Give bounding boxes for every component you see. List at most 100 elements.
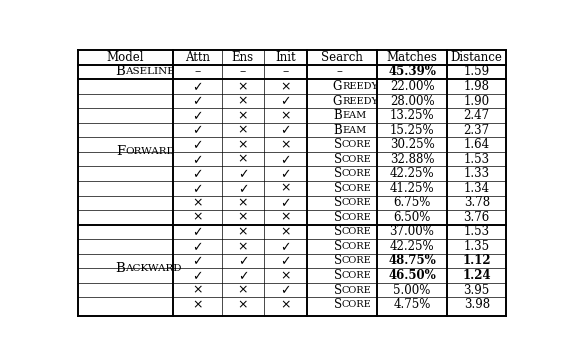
Text: $\times$: $\times$	[280, 80, 291, 93]
Text: CORE: CORE	[342, 285, 372, 294]
Text: ACKWARD: ACKWARD	[125, 264, 182, 273]
Text: CORE: CORE	[342, 198, 372, 207]
Text: B: B	[116, 66, 125, 78]
Text: $\checkmark$: $\checkmark$	[192, 153, 202, 166]
Text: S: S	[334, 255, 342, 267]
Text: 3.78: 3.78	[463, 196, 490, 209]
Text: S: S	[334, 240, 342, 253]
Text: S: S	[334, 211, 342, 224]
Text: 1.12: 1.12	[462, 255, 491, 267]
Text: 15.25%: 15.25%	[390, 123, 434, 136]
Text: EAM: EAM	[342, 126, 367, 135]
Text: 37.00%: 37.00%	[389, 225, 434, 238]
Text: CORE: CORE	[342, 300, 372, 309]
Text: 42.25%: 42.25%	[390, 167, 434, 180]
Text: CORE: CORE	[342, 256, 372, 265]
Text: 1.59: 1.59	[463, 66, 490, 78]
Text: –: –	[283, 66, 289, 78]
Text: 1.90: 1.90	[463, 95, 490, 108]
Text: $\times$: $\times$	[280, 269, 291, 282]
Text: 4.75%: 4.75%	[393, 298, 431, 311]
Text: $\times$: $\times$	[192, 211, 202, 224]
Text: $\checkmark$: $\checkmark$	[192, 80, 202, 93]
Text: CORE: CORE	[342, 242, 372, 251]
Text: CORE: CORE	[342, 169, 372, 178]
Text: $\times$: $\times$	[238, 95, 249, 108]
Text: 45.39%: 45.39%	[388, 66, 436, 78]
Text: S: S	[334, 182, 342, 195]
Text: $\times$: $\times$	[280, 138, 291, 151]
Text: 1.24: 1.24	[462, 269, 491, 282]
Text: 3.98: 3.98	[463, 298, 490, 311]
Text: $\checkmark$: $\checkmark$	[280, 167, 291, 180]
Text: CORE: CORE	[342, 184, 372, 193]
Text: 1.53: 1.53	[463, 153, 490, 166]
Text: 2.47: 2.47	[463, 109, 490, 122]
Text: 1.64: 1.64	[463, 138, 490, 151]
Text: $\times$: $\times$	[280, 298, 291, 311]
Text: –: –	[336, 66, 342, 78]
Text: 1.53: 1.53	[463, 225, 490, 238]
Text: 46.50%: 46.50%	[388, 269, 436, 282]
Text: $\checkmark$: $\checkmark$	[192, 269, 202, 282]
Text: $\times$: $\times$	[238, 225, 249, 238]
Text: Ens: Ens	[232, 51, 254, 64]
Text: 2.37: 2.37	[463, 123, 490, 136]
Text: CORE: CORE	[342, 155, 372, 164]
Text: CORE: CORE	[342, 140, 372, 149]
Text: 1.98: 1.98	[464, 80, 490, 93]
Text: $\times$: $\times$	[238, 109, 249, 122]
Text: S: S	[334, 269, 342, 282]
Text: REEDY: REEDY	[342, 96, 378, 105]
Text: 30.25%: 30.25%	[390, 138, 434, 151]
Text: $\checkmark$: $\checkmark$	[280, 255, 291, 267]
Text: $\checkmark$: $\checkmark$	[280, 284, 291, 297]
Text: $\checkmark$: $\checkmark$	[192, 138, 202, 151]
Text: S: S	[334, 153, 342, 166]
Text: Matches: Matches	[386, 51, 437, 64]
Text: 48.75%: 48.75%	[388, 255, 436, 267]
Text: $\checkmark$: $\checkmark$	[280, 123, 291, 136]
Text: S: S	[334, 167, 342, 180]
Text: $\times$: $\times$	[238, 138, 249, 151]
Text: B: B	[333, 109, 342, 122]
Text: G: G	[333, 95, 342, 108]
Text: 41.25%: 41.25%	[390, 182, 434, 195]
Text: 6.50%: 6.50%	[393, 211, 431, 224]
Text: CORE: CORE	[342, 213, 372, 222]
Text: CORE: CORE	[342, 271, 372, 280]
Text: $\times$: $\times$	[238, 153, 249, 166]
Text: CORE: CORE	[342, 228, 372, 237]
Text: ASELINE: ASELINE	[125, 67, 175, 76]
Text: 6.75%: 6.75%	[393, 196, 431, 209]
Text: 32.88%: 32.88%	[390, 153, 434, 166]
Text: 1.33: 1.33	[463, 167, 490, 180]
Text: 5.00%: 5.00%	[393, 284, 431, 297]
Text: $\checkmark$: $\checkmark$	[192, 182, 202, 195]
Text: $\times$: $\times$	[238, 80, 249, 93]
Text: $\checkmark$: $\checkmark$	[192, 95, 202, 108]
Text: Model: Model	[107, 51, 144, 64]
Text: 3.95: 3.95	[463, 284, 490, 297]
Text: $\checkmark$: $\checkmark$	[280, 240, 291, 253]
Text: B: B	[116, 262, 125, 275]
Text: $\times$: $\times$	[192, 196, 202, 209]
Text: S: S	[334, 138, 342, 151]
Text: Distance: Distance	[451, 51, 503, 64]
Text: $\checkmark$: $\checkmark$	[238, 182, 248, 195]
Text: Search: Search	[321, 51, 363, 64]
Text: 3.76: 3.76	[463, 211, 490, 224]
Text: ORWARD: ORWARD	[125, 148, 175, 157]
Text: $\times$: $\times$	[238, 211, 249, 224]
Text: $\checkmark$: $\checkmark$	[192, 255, 202, 267]
Text: $\checkmark$: $\checkmark$	[192, 240, 202, 253]
Text: F: F	[116, 145, 125, 158]
Text: 1.34: 1.34	[463, 182, 490, 195]
Text: 28.00%: 28.00%	[390, 95, 434, 108]
Text: $\checkmark$: $\checkmark$	[280, 95, 291, 108]
Text: $\times$: $\times$	[238, 240, 249, 253]
Text: $\checkmark$: $\checkmark$	[192, 123, 202, 136]
Text: 13.25%: 13.25%	[390, 109, 434, 122]
Text: –: –	[194, 66, 200, 78]
Text: $\checkmark$: $\checkmark$	[192, 109, 202, 122]
